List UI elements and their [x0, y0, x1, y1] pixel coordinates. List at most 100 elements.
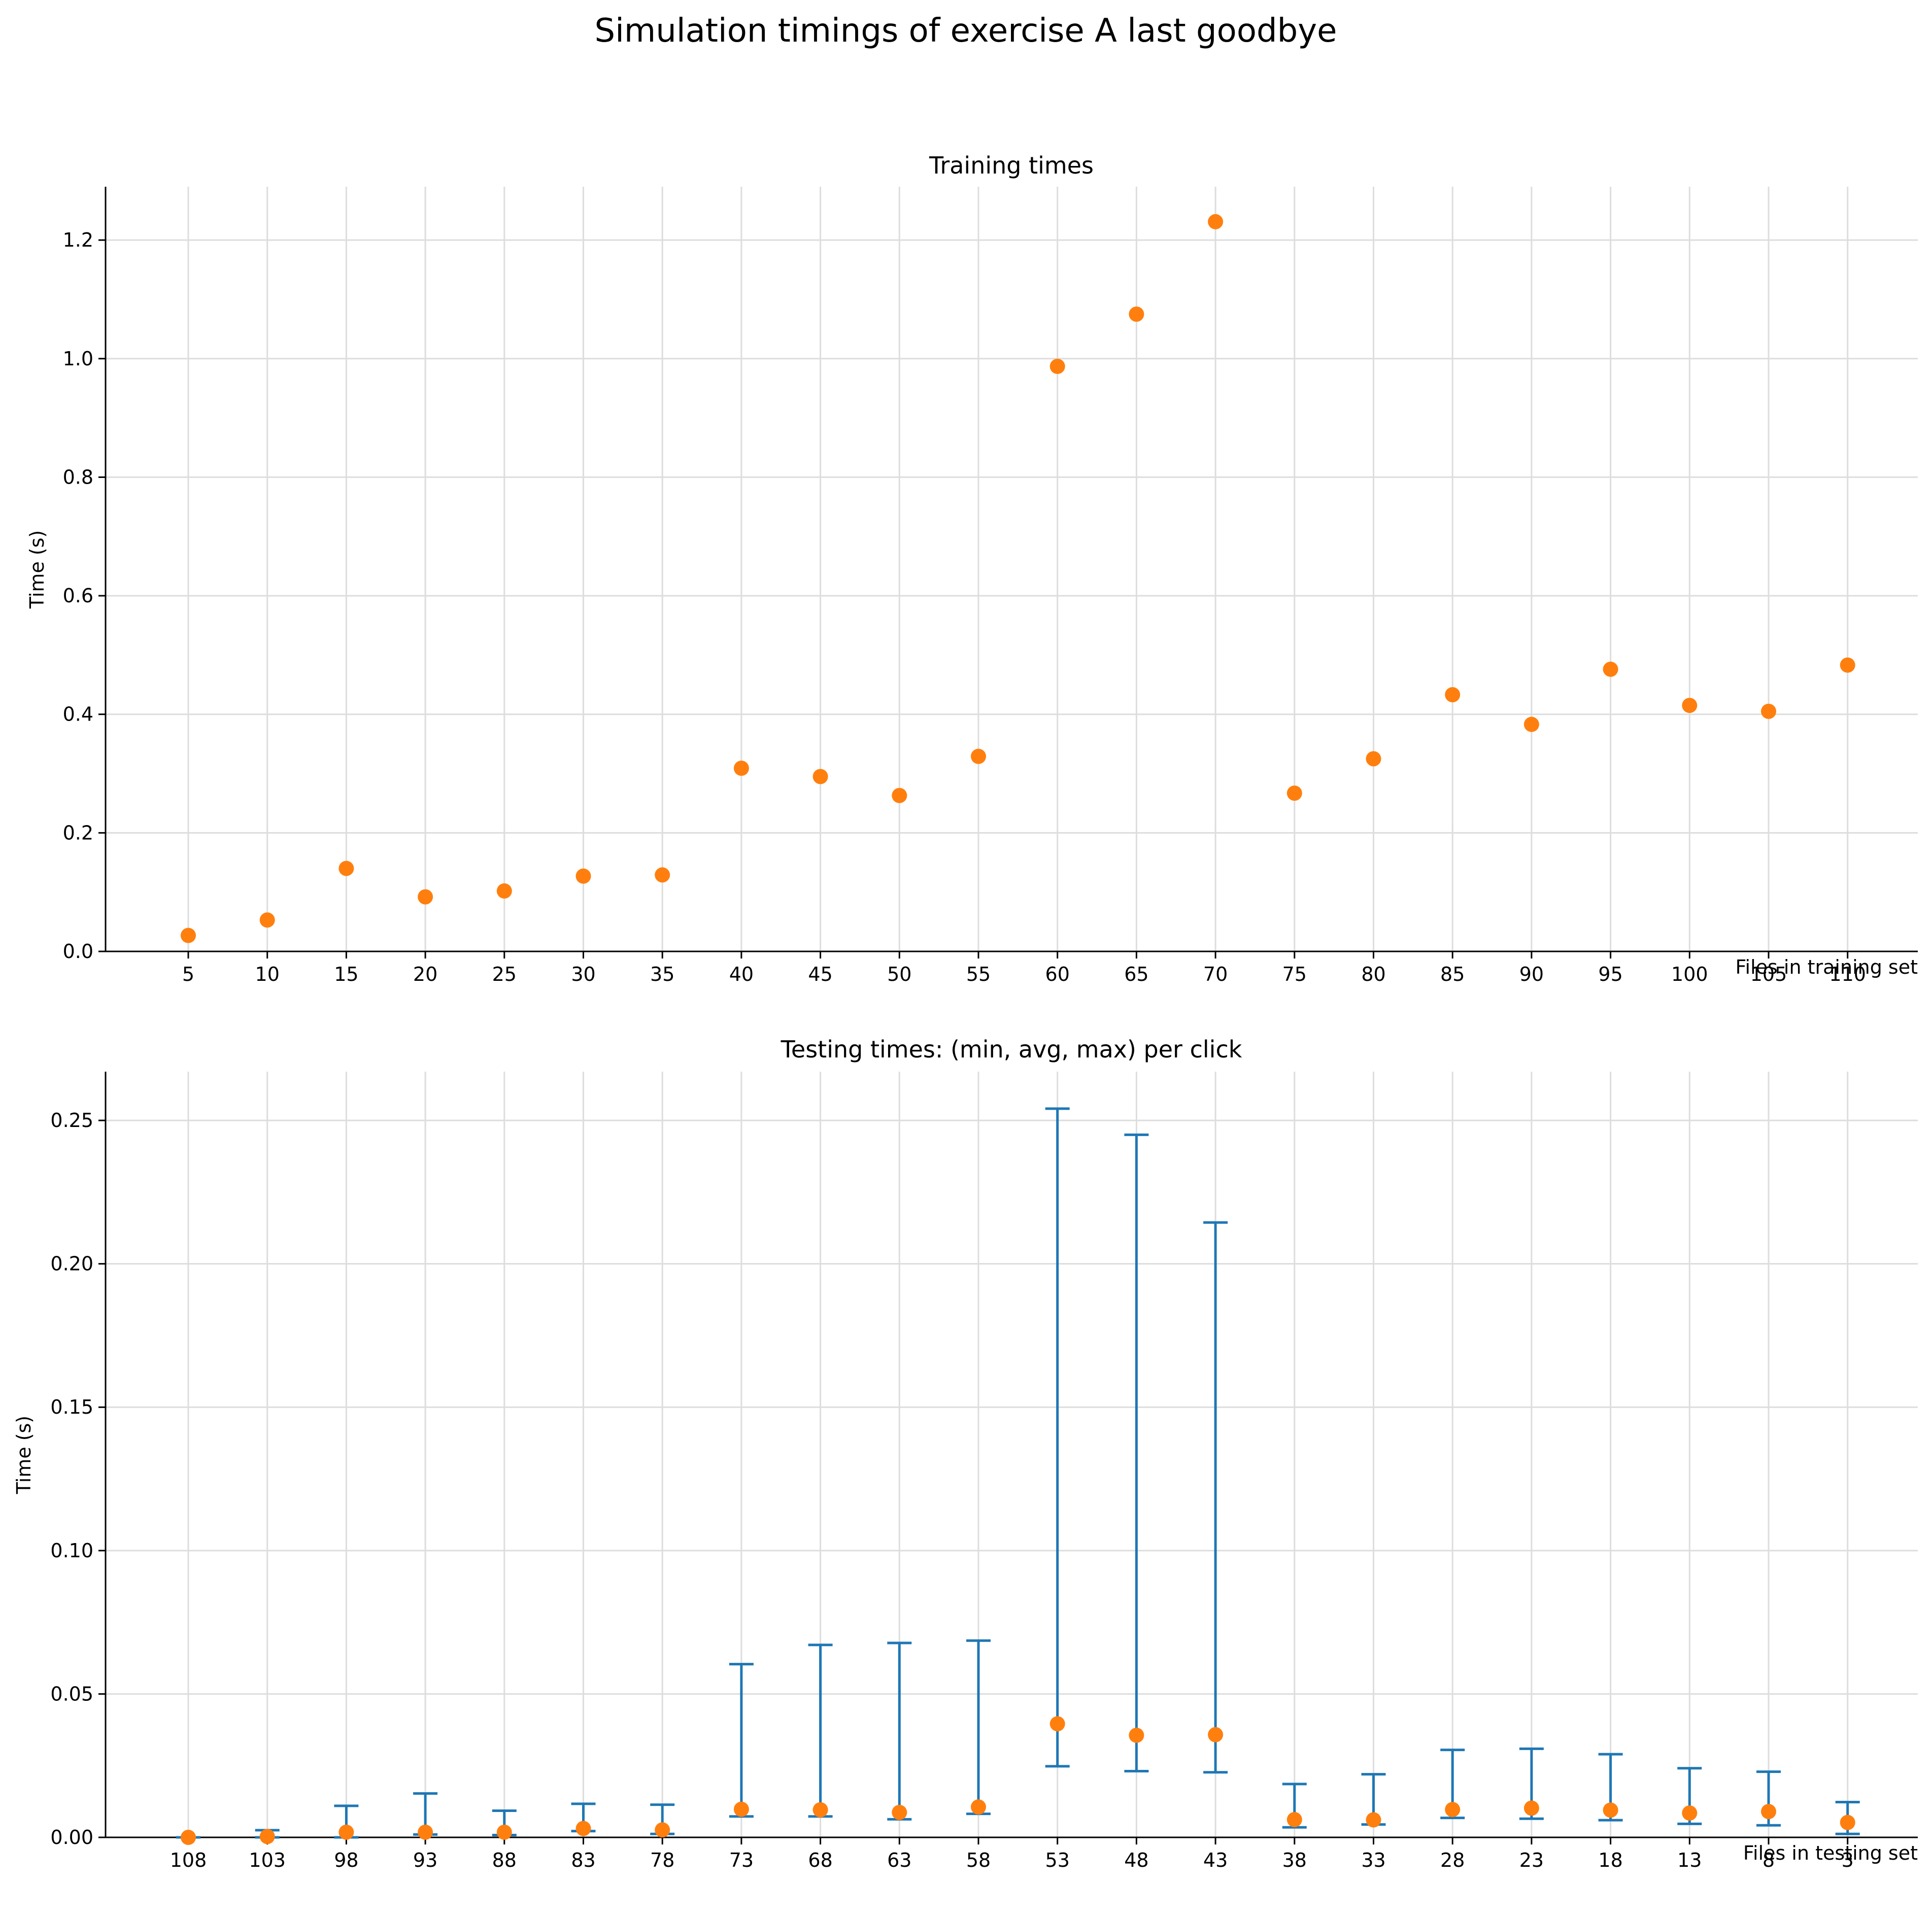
- testing-errorbars: [176, 1107, 1860, 1839]
- testing-y-tick-label: 0.05: [50, 1683, 93, 1705]
- testing-x-tick-label: 23: [1519, 1849, 1544, 1871]
- training-x-tick-label: 45: [808, 963, 832, 985]
- testing-data-point: [181, 1830, 196, 1845]
- testing-x-axis-label: Files in testing set: [1743, 1842, 1918, 1864]
- training-y-tick-label: 1.2: [63, 229, 93, 251]
- testing-data-point: [1208, 1727, 1224, 1742]
- training-x-tick-label: 5: [182, 963, 194, 985]
- testing-x-tick-label: 83: [571, 1849, 595, 1871]
- testing-data-point: [418, 1824, 433, 1840]
- training-y-tick-label: 0.0: [63, 940, 93, 963]
- testing-data-point: [1761, 1804, 1776, 1820]
- testing-times-panel: Testing times: (min, avg, max) per click…: [13, 1036, 1918, 1871]
- testing-points: [181, 1716, 1855, 1845]
- training-data-point: [1445, 687, 1461, 703]
- training-data-point: [1208, 214, 1224, 229]
- testing-x-tick-label: 48: [1124, 1849, 1148, 1871]
- training-data-point: [1286, 785, 1302, 801]
- training-y-tick-label: 0.8: [63, 466, 93, 488]
- testing-data-point: [1603, 1802, 1618, 1818]
- testing-data-point: [812, 1802, 828, 1818]
- training-data-point: [496, 883, 512, 899]
- testing-x-tick-label: 28: [1440, 1849, 1465, 1871]
- training-x-tick-label: 55: [966, 963, 991, 985]
- training-data-point: [1603, 661, 1618, 677]
- training-x-tick-label: 100: [1671, 963, 1708, 985]
- testing-y-tick-label: 0.00: [50, 1826, 93, 1849]
- testing-y-tick-label: 0.25: [50, 1109, 93, 1132]
- training-data-point: [1049, 358, 1065, 374]
- testing-x-tick-label: 53: [1045, 1849, 1070, 1871]
- testing-data-point: [1682, 1805, 1698, 1821]
- training-chart-title: Training times: [929, 152, 1094, 179]
- testing-data-point: [1840, 1815, 1855, 1830]
- training-x-tick-label: 65: [1124, 963, 1148, 985]
- training-data-point: [418, 889, 433, 905]
- training-y-tick-label: 0.4: [63, 703, 93, 726]
- testing-x-tick-label: 13: [1677, 1849, 1702, 1871]
- training-x-tick-label: 25: [492, 963, 517, 985]
- testing-x-tick-label: 103: [249, 1849, 286, 1871]
- testing-x-tick-label: 58: [966, 1849, 991, 1871]
- training-x-tick-label: 105: [1750, 963, 1787, 985]
- training-data-point: [1523, 716, 1539, 732]
- testing-chart-title: Testing times: (min, avg, max) per click: [781, 1036, 1242, 1063]
- testing-x-tick-label: 18: [1598, 1849, 1622, 1871]
- training-y-tick-label: 0.6: [63, 585, 93, 607]
- testing-x-tick-label: 93: [413, 1849, 437, 1871]
- testing-data-point: [1049, 1716, 1065, 1732]
- training-data-point: [1761, 703, 1776, 719]
- testing-data-point: [1523, 1800, 1539, 1816]
- testing-y-tick-label: 0.20: [50, 1253, 93, 1275]
- training-data-point: [892, 788, 907, 803]
- testing-x-tick-label: 63: [887, 1849, 911, 1871]
- training-points: [181, 214, 1855, 943]
- training-x-tick-label: 15: [334, 963, 358, 985]
- training-axes: 5 10 15 20 25 30 35 40 45 50 55 60 65 70 75 80 85 90 95 100…: [63, 187, 1918, 985]
- training-x-tick-label: 50: [887, 963, 911, 985]
- training-data-point: [338, 861, 354, 876]
- testing-x-tick-label: 43: [1203, 1849, 1228, 1871]
- testing-data-point: [575, 1821, 591, 1836]
- training-x-tick-label: 95: [1598, 963, 1622, 985]
- training-x-tick-label: 110: [1829, 963, 1866, 985]
- training-data-point: [1682, 698, 1698, 713]
- training-x-tick-label: 85: [1440, 963, 1465, 985]
- testing-x-tick-label: 108: [170, 1849, 207, 1871]
- testing-x-tick-label: 33: [1361, 1849, 1385, 1871]
- testing-data-point: [1366, 1812, 1381, 1828]
- testing-data-point: [892, 1804, 907, 1820]
- testing-data-point: [496, 1824, 512, 1840]
- training-data-point: [812, 769, 828, 784]
- testing-data-point: [733, 1801, 749, 1817]
- testing-x-tick-label: 78: [650, 1849, 674, 1871]
- training-x-tick-label: 70: [1203, 963, 1228, 985]
- testing-data-point: [259, 1829, 275, 1844]
- testing-y-tick-label: 0.10: [50, 1540, 93, 1562]
- testing-data-point: [338, 1824, 354, 1840]
- testing-grid: [106, 1072, 1918, 1838]
- testing-data-point: [1129, 1727, 1144, 1743]
- training-y-tick-label: 0.2: [63, 822, 93, 844]
- testing-axes: 108 103 98 93 88 83 78 73 68 63 58 53 48 43 38 33 28 23 18…: [50, 1072, 1918, 1871]
- training-y-tick-label: 1.0: [63, 348, 93, 370]
- training-x-tick-label: 30: [571, 963, 595, 985]
- training-grid: [106, 187, 1918, 952]
- testing-data-point: [655, 1822, 670, 1838]
- testing-x-tick-label: 98: [334, 1849, 358, 1871]
- training-x-axis-label: Files in training set: [1735, 956, 1918, 978]
- training-data-point: [733, 761, 749, 776]
- testing-x-tick-label: 3: [1842, 1849, 1854, 1871]
- testing-y-axis-label: Time (s): [13, 1416, 35, 1495]
- testing-y-tick-label: 0.15: [50, 1396, 93, 1418]
- figure-title: Simulation timings of exercise A last go…: [595, 12, 1337, 50]
- training-x-tick-label: 40: [729, 963, 754, 985]
- training-data-point: [971, 748, 986, 764]
- training-data-point: [1840, 657, 1855, 673]
- testing-data-point: [1286, 1811, 1302, 1827]
- testing-data-point: [1445, 1802, 1461, 1818]
- training-x-tick-label: 10: [255, 963, 280, 985]
- training-times-panel: Training times Time (s) Files in trainin…: [26, 152, 1918, 985]
- testing-x-tick-label: 88: [492, 1849, 517, 1871]
